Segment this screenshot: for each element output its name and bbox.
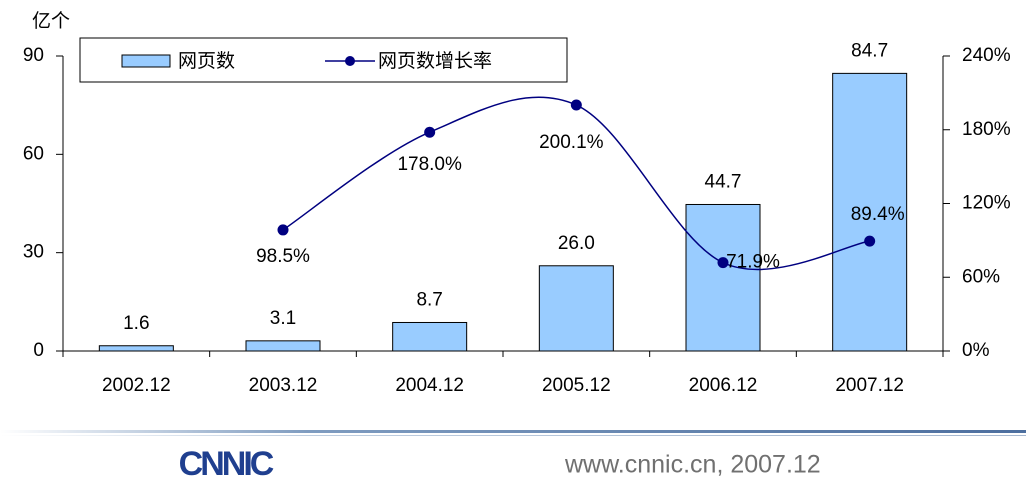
- x-tick-label: 2003.12: [249, 375, 318, 396]
- y-axis-label: 亿个: [32, 10, 70, 32]
- x-tick-label: 2002.12: [102, 375, 171, 396]
- y-tick-label: 90: [23, 45, 44, 66]
- line-marker: [424, 126, 436, 138]
- x-tick-label: 2005.12: [542, 375, 611, 396]
- legend-label: 网页数增长率: [378, 50, 492, 72]
- bar-value-label: 8.7: [416, 289, 442, 310]
- x-tick-label: 2007.12: [835, 375, 904, 396]
- legend-label: 网页数: [178, 50, 235, 72]
- y2-tick-label: 0%: [962, 340, 990, 361]
- logo: CNNIC: [179, 445, 274, 483]
- bar-value-label: 44.7: [705, 171, 742, 192]
- legend-swatch: [121, 54, 171, 68]
- bar: [832, 72, 908, 352]
- line-marker: [717, 257, 729, 269]
- y2-tick-label: 240%: [962, 45, 1011, 66]
- bar-value-label: 1.6: [123, 313, 149, 334]
- y-tick-label: 0: [33, 340, 44, 361]
- y-tick-label: 30: [23, 242, 44, 263]
- y-tick-label: 60: [23, 143, 44, 164]
- line-value-label: 71.9%: [726, 252, 780, 273]
- bar: [392, 321, 468, 352]
- line-marker: [277, 224, 289, 236]
- y2-tick-label: 180%: [962, 119, 1011, 140]
- line-value-label: 178.0%: [397, 154, 462, 175]
- x-tick-label: 2004.12: [395, 375, 464, 396]
- line-marker: [570, 99, 582, 111]
- footer-source: www.cnnic.cn, 2007.12: [564, 451, 821, 479]
- line-value-label: 89.4%: [851, 204, 905, 225]
- bar-value-label: 84.7: [851, 40, 888, 61]
- bar-value-label: 26.0: [558, 233, 595, 254]
- bar: [538, 265, 614, 352]
- bar: [685, 203, 761, 352]
- line-value-label: 200.1%: [539, 132, 604, 153]
- y2-tick-label: 120%: [962, 193, 1011, 214]
- bar-value-label: 3.1: [270, 308, 296, 329]
- footer-rule: [0, 435, 1026, 436]
- legend-swatch: [345, 56, 355, 66]
- x-tick-label: 2006.12: [689, 375, 758, 396]
- y2-tick-label: 60%: [962, 266, 1000, 287]
- bar: [98, 345, 174, 352]
- line-marker: [864, 235, 876, 247]
- bar: [245, 340, 321, 352]
- footer-rule: [0, 430, 1026, 433]
- line-value-label: 98.5%: [256, 246, 310, 267]
